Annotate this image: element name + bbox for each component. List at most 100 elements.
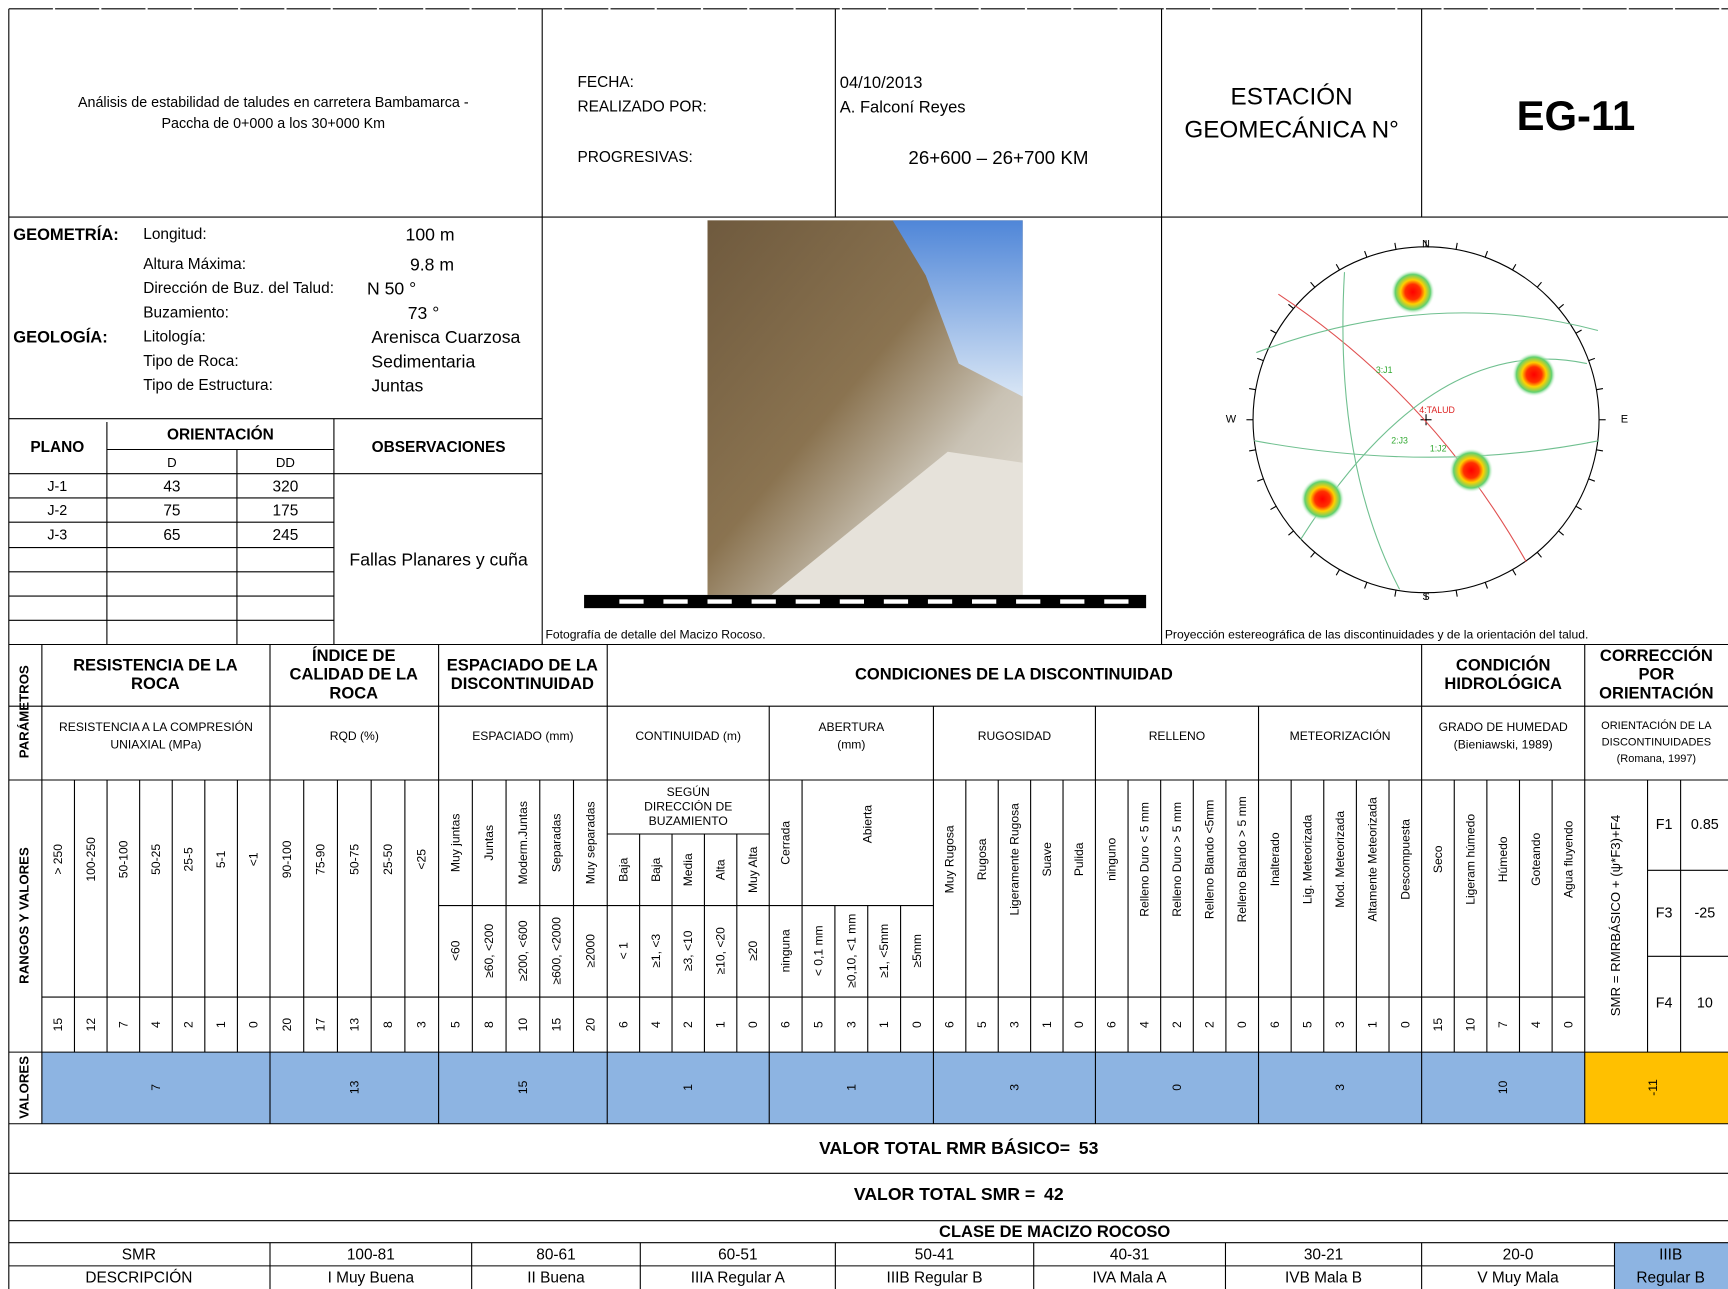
label: F4 — [1656, 996, 1673, 1012]
stereonet-tick — [1596, 388, 1604, 391]
label: 245 — [273, 527, 299, 544]
photo-road — [771, 451, 1023, 595]
label: 7 — [1496, 1021, 1510, 1028]
label: CALIDAD DE LA — [290, 665, 419, 684]
value-cell — [933, 1052, 1096, 1124]
label: Descompuesta — [1398, 819, 1412, 900]
scale-dash — [751, 599, 776, 604]
label: Suave — [1040, 842, 1054, 877]
label: ABERTURA — [818, 720, 885, 734]
label: 4 — [649, 1021, 663, 1028]
correction-value-cell — [1584, 1052, 1728, 1124]
label: ≥600, <2000 — [550, 917, 564, 985]
label: Proyección estereográfica de las discont… — [1165, 628, 1588, 642]
label: Agua fluyendo — [1561, 820, 1575, 898]
label: Regular B — [1636, 1269, 1705, 1286]
label: Abierta — [861, 805, 875, 844]
label: 13 — [347, 1018, 361, 1032]
label: 3 — [844, 1021, 858, 1028]
label: 50-25 — [149, 844, 163, 875]
total-label: VALOR TOTAL SMR = — [854, 1184, 1035, 1204]
label: ESPACIADO (mm) — [472, 729, 573, 743]
label: Pulida — [1072, 842, 1086, 876]
value: 13 — [347, 1080, 361, 1094]
value: 7 — [149, 1084, 163, 1091]
label: ≥10, <20 — [714, 927, 728, 975]
stereonet-tick — [1364, 582, 1368, 589]
label: Longitud: — [143, 226, 206, 243]
label: RELLENO — [1149, 729, 1206, 743]
label: J-2 — [47, 503, 67, 519]
total: VALOR TOTAL RMR BÁSICO= 53 — [819, 1137, 1099, 1158]
label: GRADO DE HUMEDAD — [1439, 720, 1568, 734]
label: ≥1, <5mm — [877, 924, 891, 978]
label: <60 — [448, 940, 462, 961]
label: Buzamiento: — [143, 304, 229, 321]
label: Litología: — [143, 329, 206, 346]
label: SMR — [122, 1246, 156, 1263]
scale-dash — [619, 599, 644, 604]
stereonet-tick — [1512, 569, 1517, 576]
label: 43 — [163, 478, 180, 495]
value-cell — [769, 1052, 934, 1124]
label: 04/10/2013 — [840, 73, 923, 92]
label: < 0,1 mm — [811, 925, 825, 976]
value: 0 — [1170, 1084, 1184, 1091]
label: <25 — [415, 849, 429, 870]
label: 0 — [746, 1021, 760, 1028]
label: (Bieniawski, 1989) — [1454, 738, 1553, 752]
label: 20 — [583, 1018, 597, 1032]
stereonet-tick — [1288, 530, 1294, 536]
label: W — [1226, 414, 1237, 426]
label: ninguna — [779, 929, 793, 972]
label: CONDICIONES DE LA DISCONTINUIDAD — [855, 665, 1173, 684]
scale-dash — [883, 599, 909, 604]
label: 75-90 — [314, 844, 328, 875]
total: VALOR TOTAL SMR = 42 — [854, 1184, 1064, 1204]
label: FECHA: — [577, 74, 634, 91]
scale-dash — [927, 599, 953, 604]
label: PROGRESIVAS: — [577, 149, 692, 166]
value: 15 — [516, 1080, 530, 1094]
stereonet-tick — [1364, 250, 1368, 258]
label: ≥60, <200 — [482, 923, 496, 977]
label: 3 — [415, 1021, 429, 1028]
stereonet-tick — [1335, 569, 1341, 576]
label: F1 — [1656, 817, 1673, 833]
stereonet-tick — [1288, 303, 1294, 309]
label: IIIA Regular A — [691, 1269, 786, 1286]
label: 1:J2 — [1430, 443, 1447, 453]
label: Lig. Meteorizada — [1300, 814, 1314, 904]
stereonet-tick — [1536, 551, 1542, 558]
label: 0.85 — [1691, 817, 1719, 833]
label: 10 — [1464, 1018, 1478, 1032]
label: Muy juntas — [448, 814, 462, 873]
scale-dash — [972, 599, 997, 604]
label: A. Falconí Reyes — [840, 97, 966, 116]
label: SMR = RMRBÁSICO + (ψ*F3)+F4 — [1608, 815, 1623, 1016]
great-circle — [1278, 293, 1527, 563]
label: II Buena — [527, 1269, 585, 1286]
label: 30-21 — [1304, 1246, 1343, 1263]
label: 2 — [1203, 1021, 1217, 1028]
label: Media — [681, 853, 695, 886]
label: IIIB Regular B — [887, 1269, 983, 1286]
label: 175 — [273, 503, 299, 520]
label: 320 — [273, 478, 299, 495]
stereonet-tick — [1455, 589, 1458, 597]
label: Baja — [649, 857, 663, 881]
label: 4 — [1529, 1021, 1543, 1028]
station-code: EG-11 — [1517, 92, 1636, 139]
label: 9.8 m — [410, 254, 454, 274]
label: Fallas Planares y cuña — [349, 550, 528, 570]
label: 2 — [1170, 1021, 1184, 1028]
label: 1 — [214, 1021, 228, 1028]
label: ESPACIADO DE LA — [447, 655, 598, 674]
scale-dash — [1104, 599, 1129, 604]
stereonet-tick — [1310, 281, 1316, 288]
stereonet-tick — [1588, 478, 1596, 482]
great-circle — [1256, 312, 1599, 354]
label: Húmedo — [1496, 836, 1510, 882]
label: 0 — [1561, 1021, 1575, 1028]
label: ≥200, <600 — [516, 920, 530, 981]
